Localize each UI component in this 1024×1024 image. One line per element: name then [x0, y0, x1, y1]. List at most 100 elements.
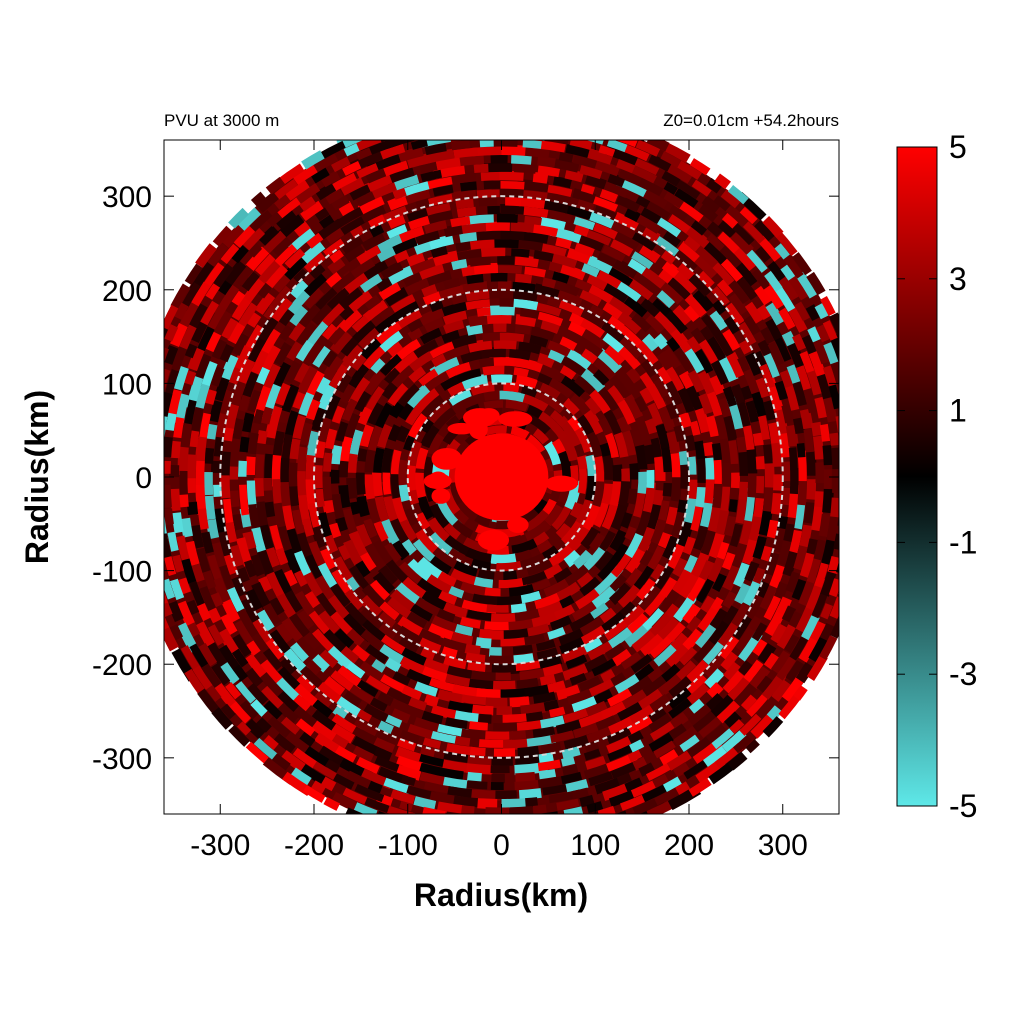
pv-patch	[860, 407, 872, 429]
pv-patch	[565, 144, 590, 158]
pv-patch	[688, 777, 712, 797]
pv-patch	[646, 469, 655, 489]
pv-patch	[735, 626, 757, 653]
pv-patch	[589, 304, 605, 318]
pv-patch	[547, 626, 566, 640]
pv-patch	[727, 185, 749, 205]
pv-patch	[164, 508, 174, 526]
pv-patch	[226, 586, 246, 615]
pv-patch	[778, 307, 796, 330]
pv-patch	[450, 140, 471, 151]
pv-patch	[610, 549, 635, 578]
pv-patch	[320, 170, 341, 188]
pv-patch	[559, 636, 586, 654]
pv-patch	[464, 643, 481, 656]
pv-patch	[398, 636, 420, 654]
pv-patch	[493, 170, 524, 182]
pv-patch	[363, 518, 378, 539]
pv-patch	[730, 472, 740, 489]
pv-patch	[211, 263, 234, 290]
pv-patch	[822, 320, 838, 341]
pv-patch	[830, 614, 839, 639]
pv-patch	[265, 176, 285, 195]
pv-patch	[365, 644, 389, 664]
pv-patch	[302, 341, 323, 365]
pv-patch	[484, 587, 501, 597]
pv-patch	[722, 605, 740, 626]
pv-patch	[361, 584, 386, 610]
pv-patch	[164, 304, 179, 337]
pv-patch	[292, 164, 318, 185]
pv-patch	[377, 565, 399, 587]
pv-patch	[294, 339, 314, 362]
pv-patch	[686, 336, 703, 354]
pv-patch	[554, 604, 576, 621]
pv-patch	[531, 578, 551, 592]
pv-patch	[289, 279, 309, 299]
pv-patch	[278, 308, 295, 327]
pv-patch	[310, 407, 327, 432]
pv-patch	[478, 357, 495, 368]
pv-patch	[702, 745, 729, 769]
pv-patch	[538, 362, 567, 383]
pv-patch	[663, 181, 679, 195]
pv-patch	[450, 216, 471, 228]
pv-patch	[251, 527, 267, 553]
y-tick-label: 300	[102, 181, 152, 214]
pv-patch	[490, 153, 508, 164]
pv-patch	[319, 548, 337, 571]
pv-patch	[630, 164, 658, 184]
pv-patch	[540, 742, 562, 754]
pv-patch	[615, 322, 643, 348]
pv-patch	[179, 324, 197, 350]
pv-patch	[406, 413, 428, 442]
pv-patch	[406, 251, 426, 267]
pv-patch	[711, 261, 735, 286]
pv-patch	[661, 663, 682, 684]
pv-patch	[669, 712, 689, 730]
pv-patch	[212, 225, 233, 247]
pv-patch	[538, 655, 563, 670]
pv-patch	[437, 723, 469, 738]
pv-patch	[339, 436, 353, 467]
pv-patch	[631, 312, 652, 333]
pv-patch	[219, 662, 240, 685]
pv-patch	[635, 195, 651, 209]
pv-patch	[630, 653, 653, 674]
pv-patch	[514, 322, 532, 335]
pv-patch	[691, 252, 719, 279]
pv-patch	[415, 230, 440, 246]
pv-patch	[845, 382, 858, 408]
pv-patch	[652, 298, 671, 317]
pv-patch	[468, 721, 488, 731]
pv-patch	[579, 316, 606, 338]
pv-patch	[438, 590, 458, 606]
pv-patch	[658, 588, 681, 615]
pv-patch	[306, 232, 324, 249]
pv-patch	[414, 472, 427, 502]
pv-patch	[166, 388, 182, 417]
pv-patch	[682, 628, 704, 651]
pv-patch	[666, 541, 686, 570]
pv-patch	[329, 249, 344, 264]
pv-patch	[414, 529, 439, 555]
pv-patch	[323, 796, 341, 811]
pv-patch	[654, 561, 676, 590]
pv-patch	[762, 215, 784, 238]
pv-patch	[626, 367, 642, 384]
pv-patch	[396, 226, 425, 244]
x-tick-label: 300	[758, 829, 808, 862]
pv-patch	[720, 189, 742, 209]
pv-patch	[245, 456, 256, 476]
pv-patch	[609, 479, 622, 507]
pv-patch	[379, 601, 400, 621]
pv-patch	[676, 385, 696, 414]
pv-patch	[544, 504, 564, 527]
pv-patch	[742, 422, 755, 451]
pv-patch	[645, 761, 675, 782]
pv-patch	[345, 628, 365, 647]
pv-patch	[564, 561, 594, 588]
pv-patch	[512, 281, 536, 293]
pv-patch	[314, 207, 330, 222]
pv-patch	[701, 195, 721, 214]
